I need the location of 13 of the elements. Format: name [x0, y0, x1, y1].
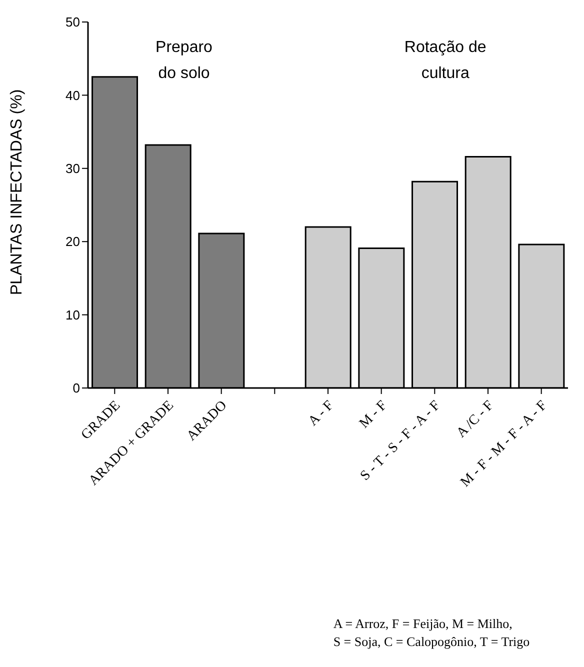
annotation: Rotação de cultura	[404, 39, 486, 82]
y-tick-label: 30	[66, 161, 80, 176]
y-tick-label: 50	[66, 14, 80, 30]
annotation: Preparo do solo	[156, 39, 213, 82]
x-tick-label: A - F	[306, 398, 337, 430]
x-tick-label: M - F	[356, 398, 390, 432]
y-axis-title: PLANTAS INFECTADAS (%)	[8, 89, 26, 295]
y-tick-label: 10	[66, 307, 80, 322]
y-tick-label: 20	[66, 234, 80, 250]
text: A = Arroz, F = Feijão, M = Milho, S = Soja, C = Calopogônio, T = Trigo	[333, 616, 530, 649]
x-tick-label: A /C - F	[454, 398, 497, 442]
y-tick-label: 0	[72, 380, 80, 396]
y-tick-label: 40	[66, 88, 80, 103]
